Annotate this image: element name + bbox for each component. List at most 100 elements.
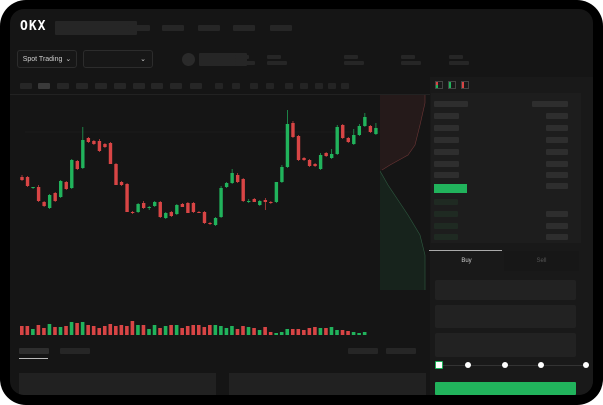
filter-button[interactable]: [386, 348, 416, 354]
candle[interactable]: [274, 182, 279, 202]
candle[interactable]: [296, 136, 301, 160]
candle[interactable]: [285, 124, 290, 167]
candle[interactable]: [97, 141, 102, 151]
candle[interactable]: [53, 193, 57, 201]
candle[interactable]: [335, 127, 339, 154]
market-selector[interactable]: Spot Trading ⌄: [17, 50, 77, 68]
nav-item[interactable]: [270, 25, 292, 31]
tab-order-history[interactable]: [60, 348, 90, 354]
candle[interactable]: [125, 184, 129, 212]
nav-item[interactable]: [233, 25, 255, 31]
buy-button[interactable]: [435, 382, 576, 395]
candle[interactable]: [31, 187, 35, 188]
candle[interactable]: [329, 154, 334, 158]
candle[interactable]: [75, 161, 79, 169]
filter-button[interactable]: [348, 348, 378, 354]
interval-button[interactable]: [57, 83, 69, 89]
candle[interactable]: [103, 144, 107, 147]
candle[interactable]: [341, 125, 345, 138]
candle[interactable]: [252, 199, 256, 202]
interval-button[interactable]: [95, 83, 107, 89]
candle[interactable]: [64, 182, 68, 189]
candle[interactable]: [324, 153, 328, 156]
candle[interactable]: [158, 202, 162, 217]
orderbook-bids-icon[interactable]: [448, 81, 456, 89]
interval-button[interactable]: [151, 83, 163, 89]
candle[interactable]: [59, 181, 63, 197]
chart-tool-icon[interactable]: [315, 83, 323, 89]
slider-stop[interactable]: [465, 362, 471, 368]
candle[interactable]: [235, 175, 240, 182]
candle[interactable]: [191, 203, 196, 212]
chart-tool-icon[interactable]: [215, 83, 223, 89]
slider-stop[interactable]: [583, 362, 589, 368]
slider-stop[interactable]: [502, 362, 508, 368]
candle[interactable]: [47, 195, 52, 208]
candle[interactable]: [20, 177, 24, 180]
candle[interactable]: [213, 218, 218, 225]
interval-button[interactable]: [114, 83, 126, 89]
candle[interactable]: [313, 164, 317, 166]
chart-tool-icon[interactable]: [250, 83, 258, 89]
candle[interactable]: [169, 212, 174, 216]
candle[interactable]: [302, 158, 306, 160]
chart-tool-icon[interactable]: [285, 83, 293, 89]
candle[interactable]: [363, 117, 367, 126]
interval-button[interactable]: [38, 83, 50, 89]
candle[interactable]: [86, 138, 91, 142]
candle[interactable]: [352, 135, 356, 144]
candlestick-chart[interactable]: [10, 95, 430, 335]
candle[interactable]: [25, 177, 30, 186]
candle[interactable]: [291, 123, 295, 137]
candle[interactable]: [92, 141, 96, 144]
candle[interactable]: [208, 223, 212, 224]
candle[interactable]: [202, 212, 207, 223]
tab-sell[interactable]: Sell: [504, 251, 579, 271]
chart-tool-icon[interactable]: [232, 83, 240, 89]
candle[interactable]: [119, 182, 124, 185]
candle[interactable]: [241, 179, 245, 201]
candle[interactable]: [197, 212, 201, 213]
candle[interactable]: [130, 212, 135, 213]
candle[interactable]: [269, 202, 273, 203]
candle[interactable]: [368, 126, 373, 132]
tab-open-orders[interactable]: [19, 348, 49, 354]
candle[interactable]: [247, 201, 251, 202]
total-input[interactable]: [435, 333, 576, 357]
candle[interactable]: [164, 213, 168, 218]
pair-selector[interactable]: ⌄: [83, 50, 153, 68]
candle[interactable]: [346, 138, 350, 142]
interval-button[interactable]: [190, 83, 202, 89]
interval-button[interactable]: [170, 83, 182, 89]
nav-item[interactable]: [162, 25, 184, 31]
candle[interactable]: [36, 187, 41, 201]
candle[interactable]: [81, 140, 85, 168]
candle[interactable]: [280, 167, 284, 182]
slider-stop[interactable]: [538, 362, 544, 368]
orderbook-both-icon[interactable]: [435, 81, 443, 89]
chart-tool-icon[interactable]: [341, 83, 349, 89]
candle[interactable]: [357, 126, 362, 135]
candle[interactable]: [153, 202, 157, 206]
search-box[interactable]: [55, 21, 137, 35]
candle[interactable]: [224, 183, 229, 187]
candle[interactable]: [114, 164, 118, 185]
amount-input[interactable]: [435, 305, 576, 328]
tab-buy[interactable]: Buy: [461, 258, 472, 264]
chart-tool-icon[interactable]: [300, 83, 308, 89]
candle[interactable]: [42, 202, 46, 206]
chart-tool-icon[interactable]: [328, 83, 336, 89]
candle[interactable]: [219, 188, 223, 217]
interval-button[interactable]: [76, 83, 88, 89]
candle[interactable]: [136, 204, 140, 212]
okx-logo[interactable]: OKX: [20, 19, 47, 34]
nav-item[interactable]: [198, 25, 220, 31]
interval-button[interactable]: [20, 83, 32, 89]
chart-tool-icon[interactable]: [266, 83, 274, 89]
candle[interactable]: [141, 203, 146, 208]
slider-handle[interactable]: [435, 361, 443, 369]
candle[interactable]: [318, 155, 323, 169]
candle[interactable]: [230, 173, 234, 183]
candle[interactable]: [263, 200, 268, 202]
candle[interactable]: [147, 207, 151, 208]
